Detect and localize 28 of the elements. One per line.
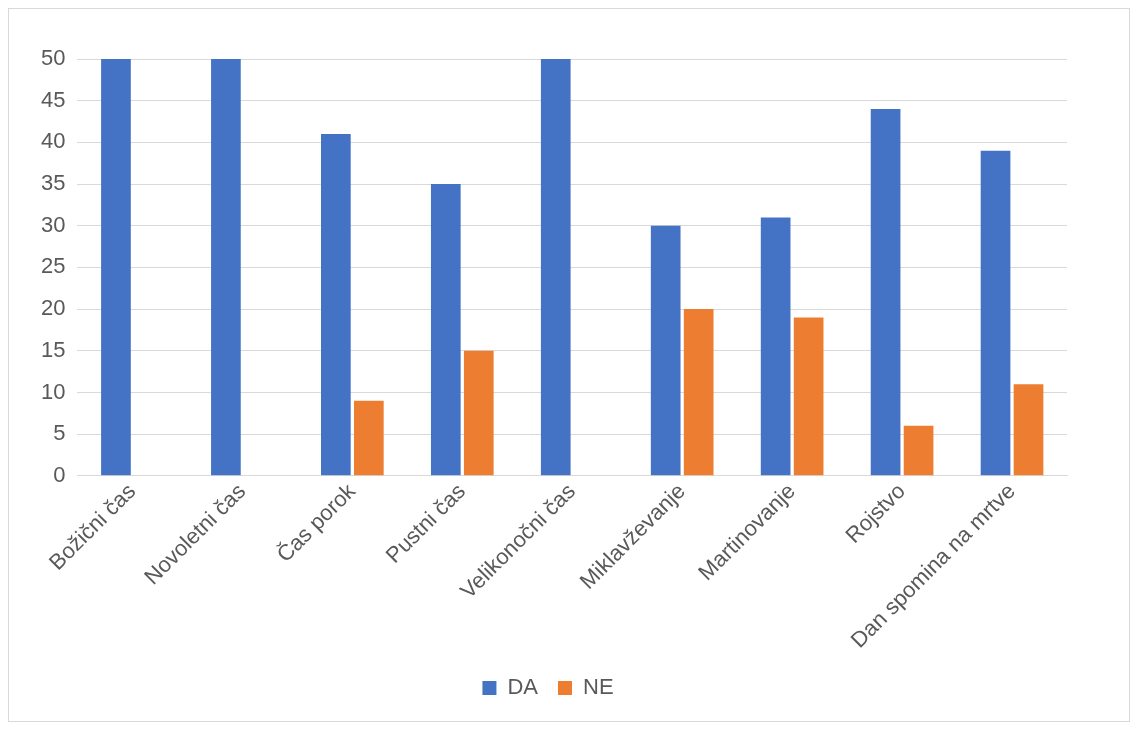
bar <box>101 59 131 476</box>
y-tick-label: 45 <box>40 86 66 112</box>
bar <box>353 400 384 476</box>
bar <box>1013 384 1044 476</box>
y-tick-label: 50 <box>40 45 66 71</box>
y-tick-label: 5 <box>53 420 66 446</box>
y-tick-label: 15 <box>40 336 66 362</box>
legend-label: DA <box>507 674 539 700</box>
y-tick-label: 0 <box>53 461 66 487</box>
bar <box>430 184 461 476</box>
bar <box>540 59 571 476</box>
bar <box>650 225 681 476</box>
bar <box>463 350 494 476</box>
bar <box>980 150 1011 476</box>
y-tick-label: 40 <box>40 128 66 154</box>
bar <box>683 309 714 476</box>
bar <box>211 59 241 476</box>
bar <box>321 134 351 476</box>
y-tick-label: 20 <box>40 295 66 321</box>
y-tick-label: 35 <box>40 170 66 196</box>
legend-label: NE <box>583 674 614 700</box>
y-tick-label: 30 <box>40 211 66 237</box>
bar <box>760 217 791 476</box>
y-tick-label: 25 <box>40 253 66 279</box>
bar <box>903 425 934 476</box>
bar <box>793 317 824 476</box>
bar <box>870 109 901 476</box>
y-tick-label: 10 <box>40 378 66 404</box>
